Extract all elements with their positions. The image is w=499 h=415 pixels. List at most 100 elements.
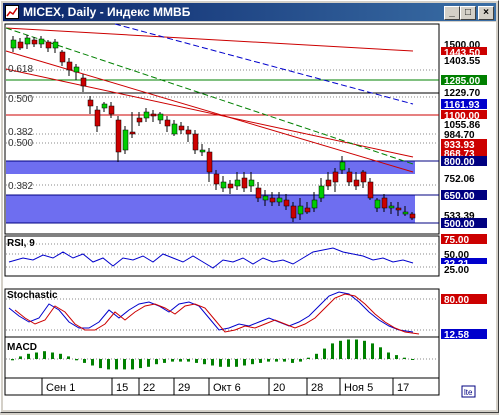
- candle-body: [213, 173, 220, 185]
- macd-bar: [347, 339, 350, 359]
- macd-bar: [411, 359, 414, 360]
- scroll-to-end-button[interactable]: lte: [461, 385, 476, 398]
- macd-panel[interactable]: MACD: [4, 336, 440, 379]
- macd-bar: [299, 359, 302, 362]
- candle-body: [381, 197, 388, 209]
- fib-label: 0.618: [8, 64, 33, 75]
- price-label-text: 1443.50: [444, 48, 481, 59]
- stochastic-title: Stochastic: [7, 290, 58, 301]
- candle-body: [185, 129, 192, 135]
- time-axis-label: Ноя 5: [344, 382, 373, 394]
- macd-bar: [179, 359, 182, 362]
- chart-app-icon: [5, 5, 19, 19]
- macd-bar: [163, 359, 166, 363]
- macd-bar: [139, 359, 142, 369]
- close-button[interactable]: ×: [478, 6, 494, 20]
- candle-body: [227, 183, 234, 189]
- rsi-label-text: 75.00: [444, 235, 469, 246]
- candle-body: [409, 213, 416, 219]
- price-panel[interactable]: 0.618 0.500 0.382 0.500 0.382: [4, 23, 440, 235]
- time-axis: Сен 1 15 22 29 Окт 6 20 28 Ноя 5 17: [4, 377, 440, 396]
- price-label-box: [441, 39, 487, 49]
- candle-body: [129, 131, 136, 135]
- macd-bar: [267, 359, 270, 362]
- candle-body: [45, 41, 52, 49]
- stochastic-label-text: 12.58: [444, 330, 469, 341]
- macd-bar: [19, 356, 22, 359]
- candle-body: [276, 197, 283, 203]
- candle-body: [220, 181, 227, 189]
- price-label-text: 500.00: [444, 219, 475, 230]
- trendline-red-top: [5, 27, 414, 52]
- price-label-text: 1055.86: [444, 120, 481, 131]
- fib-label: 0.500: [8, 94, 33, 105]
- macd-bar: [147, 359, 150, 367]
- rsi-label-text: 50.00: [444, 250, 469, 261]
- price-label-box: [441, 75, 487, 85]
- macd-bar: [115, 359, 118, 370]
- macd-bar: [51, 352, 54, 359]
- rsi-label-box: [441, 249, 487, 259]
- candle-body: [367, 181, 374, 199]
- price-label-text: 1403.55: [444, 56, 481, 67]
- fib-label: 0.382: [8, 127, 33, 138]
- rsi-title: RSI, 9: [7, 238, 35, 249]
- time-axis-label: Окт 6: [213, 382, 241, 394]
- macd-bar: [251, 359, 254, 365]
- candle-body: [136, 117, 143, 123]
- time-axis-label: 17: [397, 382, 409, 394]
- macd-bar: [243, 359, 246, 366]
- candle-body: [234, 179, 241, 187]
- candlesticks[interactable]: [10, 35, 416, 222]
- macd-bar: [43, 351, 46, 359]
- macd-bar: [315, 353, 318, 359]
- macd-bar: [155, 359, 158, 365]
- candle-body: [38, 38, 45, 45]
- stochastic-axis: 80.00 12.58: [441, 294, 487, 341]
- macd-bar: [331, 343, 334, 359]
- chart-area[interactable]: 0.618 0.500 0.382 0.500 0.382 1500.00 144…: [3, 22, 496, 410]
- minimize-button[interactable]: _: [444, 6, 460, 20]
- price-label-box: [441, 87, 487, 97]
- macd-bar: [123, 359, 126, 370]
- time-axis-label: 20: [273, 382, 285, 394]
- price-label-text: 752.06: [444, 174, 475, 185]
- title-bar[interactable]: MICEX, Daily - Индекс ММВБ _ □ ×: [3, 3, 496, 21]
- price-label-box: [441, 173, 487, 183]
- time-axis-label: 15: [116, 382, 128, 394]
- macd-bar: [35, 352, 38, 359]
- macd-bar: [339, 340, 342, 359]
- stochastic-panel[interactable]: Stochastic: [4, 288, 440, 338]
- time-axis-label: 28: [311, 382, 323, 394]
- candle-body: [255, 187, 262, 199]
- macd-bar: [171, 359, 174, 362]
- macd-bar: [323, 348, 326, 359]
- macd-bar: [27, 353, 30, 359]
- rsi-label-box: [441, 258, 487, 268]
- macd-bar: [75, 359, 78, 361]
- candle-body: [122, 129, 129, 151]
- candle-body: [199, 149, 206, 153]
- stochastic-label-box: [441, 294, 487, 304]
- candle-body: [157, 113, 164, 121]
- rsi-label-box: [441, 264, 487, 274]
- candle-body: [374, 199, 381, 209]
- candle-body: [353, 179, 360, 187]
- rsi-label-box: [441, 234, 487, 244]
- rsi-panel[interactable]: RSI, 9: [4, 235, 440, 277]
- candle-body: [66, 61, 73, 71]
- stochastic-label-box: [441, 329, 487, 339]
- candle-body: [206, 151, 213, 173]
- macd-bar: [227, 359, 230, 367]
- maximize-button[interactable]: □: [460, 6, 476, 20]
- candle-body: [17, 41, 24, 49]
- candle-body: [101, 103, 108, 109]
- macd-bar: [211, 359, 214, 366]
- macd-bar: [307, 357, 310, 359]
- stochastic-label-text: 80.00: [444, 295, 469, 306]
- stochastic-k-line: [8, 291, 414, 333]
- price-label-text: 1229.70: [444, 88, 481, 99]
- svg-text:lte: lte: [464, 388, 473, 397]
- macd-bar: [195, 359, 198, 363]
- candle-body: [325, 179, 332, 187]
